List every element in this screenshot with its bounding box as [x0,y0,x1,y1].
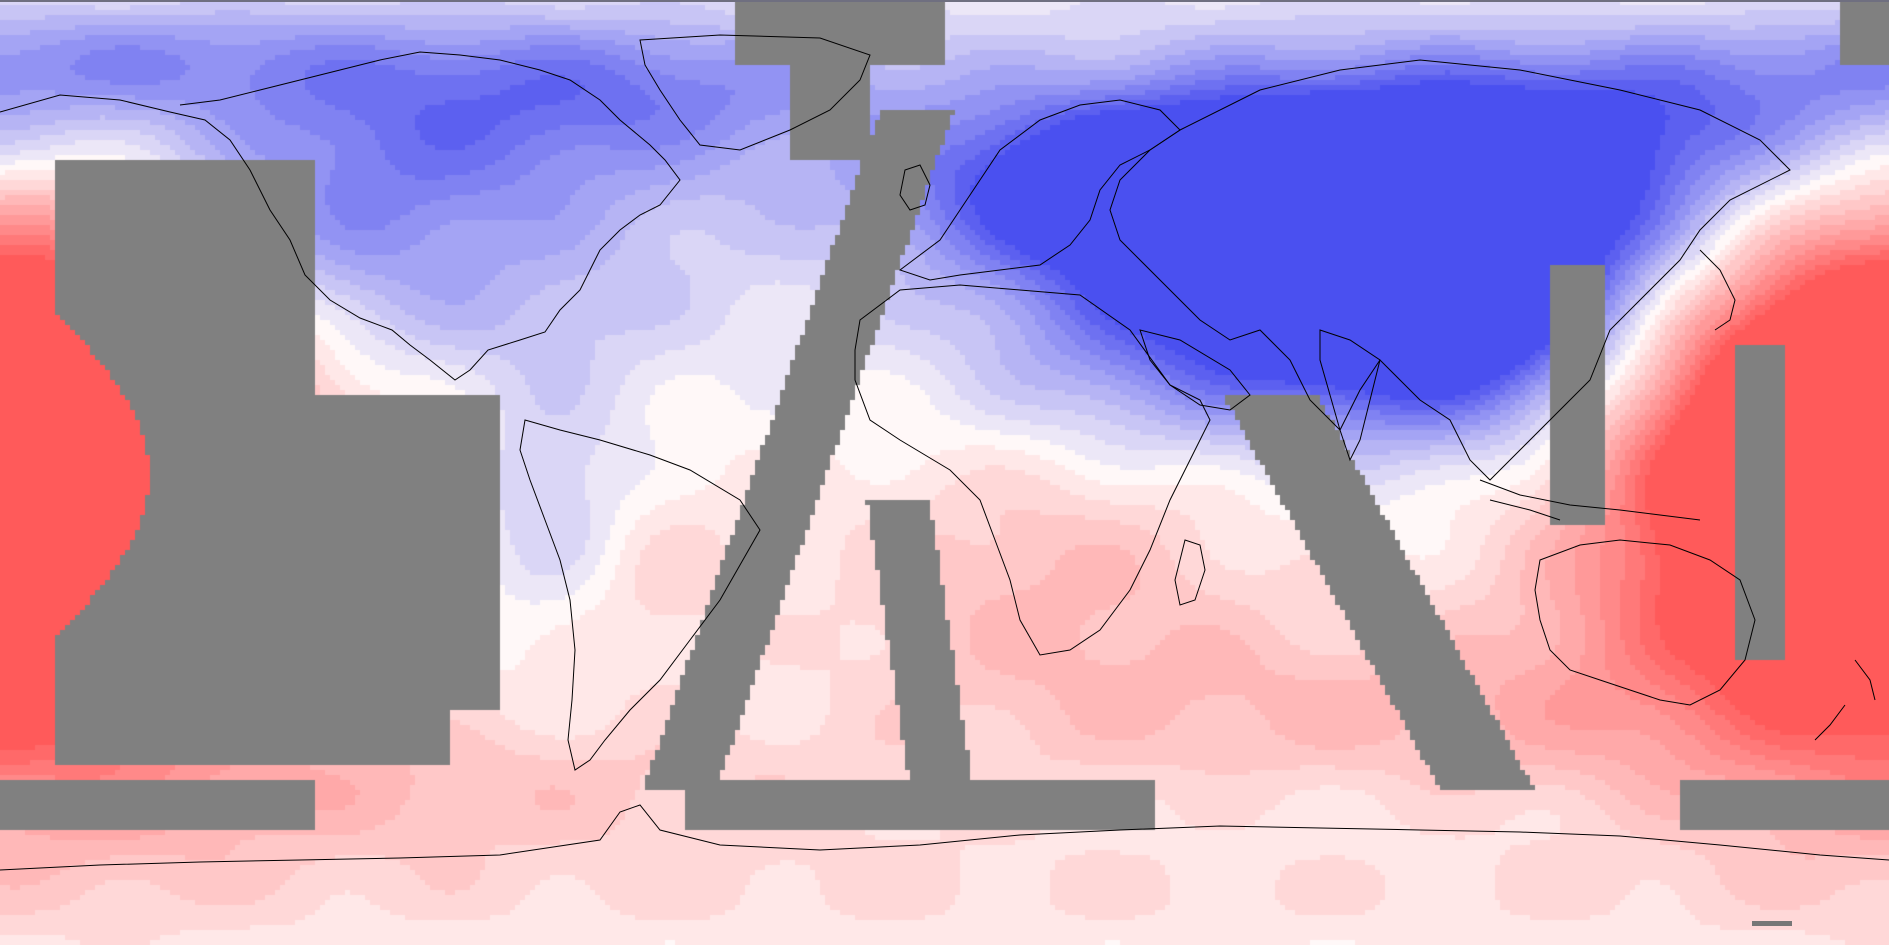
top-border-strip [0,0,1889,2]
scale-mark [1752,921,1792,926]
